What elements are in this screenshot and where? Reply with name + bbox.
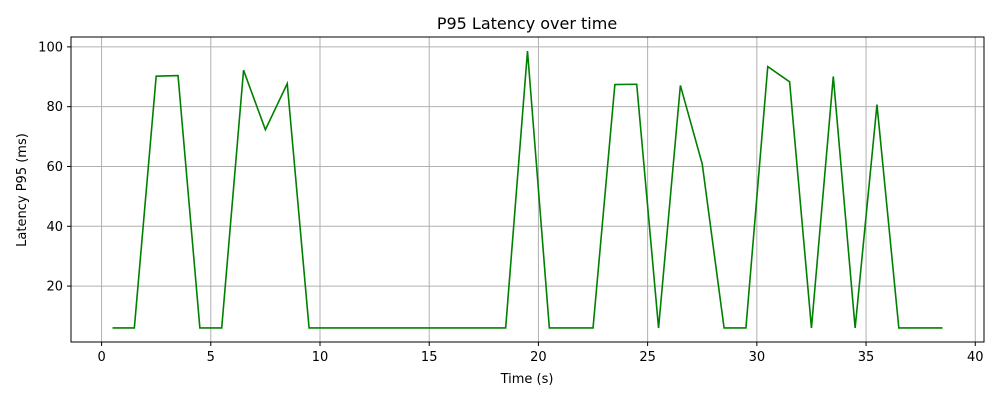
x-tick-label: 10 <box>312 350 329 365</box>
x-tick-label: 35 <box>858 350 875 365</box>
x-tick-label: 0 <box>97 350 105 365</box>
x-tick-label: 40 <box>967 350 984 365</box>
x-tick-label: 5 <box>207 350 215 365</box>
y-tick-label: 100 <box>38 40 63 55</box>
chart-title: P95 Latency over time <box>437 14 617 33</box>
grid <box>71 37 984 342</box>
x-tick-label: 30 <box>749 350 766 365</box>
y-tick-label: 40 <box>46 220 63 235</box>
y-tick-label: 60 <box>46 160 63 175</box>
axes: 0 5 10 15 20 25 30 35 40 20 40 60 80 100 <box>38 36 985 365</box>
y-tick-label: 20 <box>46 280 63 295</box>
x-tick-label: 25 <box>639 350 656 365</box>
y-tick-label: 80 <box>46 100 63 115</box>
latency-series-line <box>112 50 943 329</box>
x-tick-label: 15 <box>421 350 438 365</box>
y-axis-title: Latency P95 (ms) <box>15 133 30 247</box>
x-axis-title: Time (s) <box>500 372 554 387</box>
series-layer <box>112 50 943 329</box>
x-tick-label: 20 <box>530 350 547 365</box>
plot-frame <box>70 36 985 343</box>
